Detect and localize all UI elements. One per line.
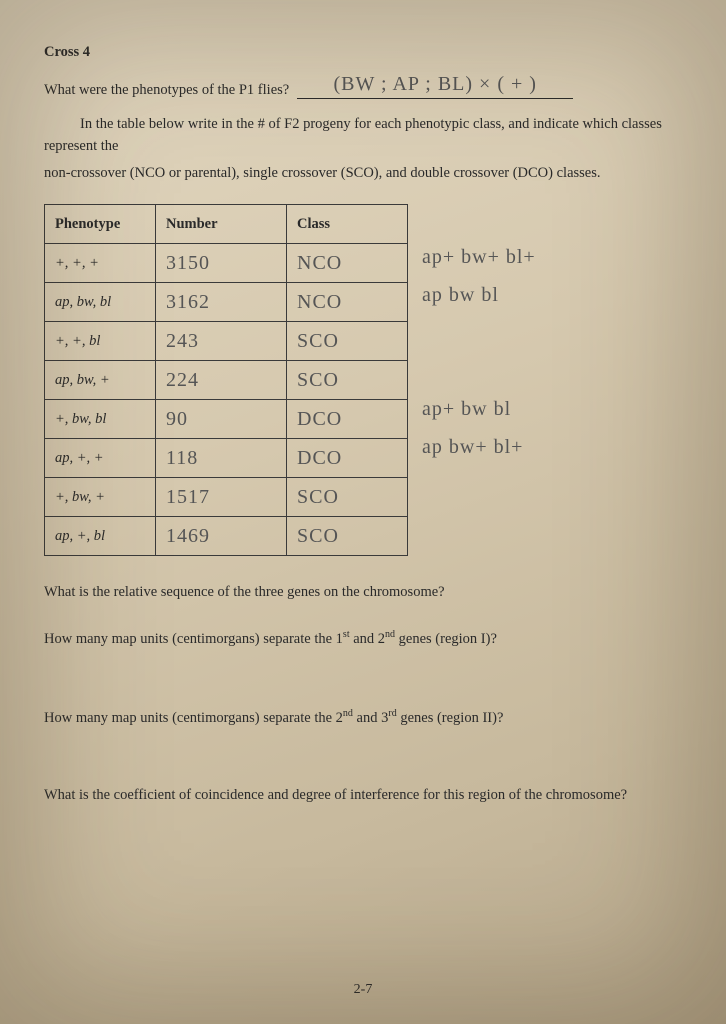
q4-part-c: genes (region II)? (397, 710, 504, 726)
q3-part-b: and 2 (350, 631, 385, 647)
cell-phenotype: ap, +, + (45, 439, 156, 478)
question-4: How many map units (centimorgans) separa… (44, 708, 688, 727)
q3-part-a: How many map units (centimorgans) separa… (44, 631, 343, 647)
table-row: ap, +, + 118 DCO (45, 439, 408, 478)
cell-number[interactable]: 243 (156, 322, 287, 361)
side-note: ap+ bw+ bl+ (422, 238, 536, 276)
cross-label: Cross 4 (44, 44, 688, 61)
q1-text: What were the phenotypes of the P1 flies… (44, 82, 289, 99)
cell-class[interactable]: NCO (287, 244, 408, 283)
cell-phenotype: ap, +, bl (45, 517, 156, 556)
table-row: ap, bw, bl 3162 NCO (45, 283, 408, 322)
cell-phenotype: ap, bw, + (45, 361, 156, 400)
col-phenotype: Phenotype (45, 205, 156, 244)
table-region: Phenotype Number Class +, +, + 3150 NCO … (44, 198, 688, 556)
cell-phenotype: +, bw, + (45, 478, 156, 517)
q4-part-a: How many map units (centimorgans) separa… (44, 710, 343, 726)
side-note (422, 352, 536, 390)
side-note (422, 504, 536, 542)
cell-class[interactable]: SCO (287, 322, 408, 361)
col-number: Number (156, 205, 287, 244)
sup-nd: nd (385, 629, 395, 640)
q4-part-b: and 3 (353, 710, 388, 726)
sup-nd: nd (343, 708, 353, 719)
cell-phenotype: +, +, bl (45, 322, 156, 361)
phenotype-table: Phenotype Number Class +, +, + 3150 NCO … (44, 204, 408, 556)
sup-st: st (343, 629, 350, 640)
q1-answer[interactable]: (BW ; AP ; BL) × ( + ) (297, 73, 573, 99)
cell-class[interactable]: NCO (287, 283, 408, 322)
cell-number[interactable]: 1469 (156, 517, 287, 556)
table-row: ap, bw, + 224 SCO (45, 361, 408, 400)
cell-class[interactable]: SCO (287, 478, 408, 517)
page-number: 2-7 (0, 982, 726, 998)
cell-phenotype: +, bw, bl (45, 400, 156, 439)
col-class: Class (287, 205, 408, 244)
cell-class[interactable]: DCO (287, 400, 408, 439)
cell-class[interactable]: SCO (287, 361, 408, 400)
table-row: +, +, bl 243 SCO (45, 322, 408, 361)
question-3: How many map units (centimorgans) separa… (44, 629, 688, 648)
cell-class[interactable]: SCO (287, 517, 408, 556)
question-5: What is the coefficient of coincidence a… (44, 787, 688, 804)
cell-number[interactable]: 90 (156, 400, 287, 439)
cell-number[interactable]: 1517 (156, 478, 287, 517)
side-note (422, 314, 536, 352)
instruction-line-2: non-crossover (NCO or parental), single … (44, 162, 688, 184)
cell-class[interactable]: DCO (287, 439, 408, 478)
cell-phenotype: ap, bw, bl (45, 283, 156, 322)
table-row: +, +, + 3150 NCO (45, 244, 408, 283)
side-note: ap+ bw bl (422, 390, 536, 428)
cell-number[interactable]: 3150 (156, 244, 287, 283)
q3-part-c: genes (region I)? (395, 631, 497, 647)
cell-number[interactable]: 224 (156, 361, 287, 400)
q1-row: What were the phenotypes of the P1 flies… (44, 73, 688, 99)
table-row: +, bw, + 1517 SCO (45, 478, 408, 517)
cell-phenotype: +, +, + (45, 244, 156, 283)
question-2: What is the relative sequence of the thr… (44, 584, 688, 601)
table-header-row: Phenotype Number Class (45, 205, 408, 244)
side-note: ap bw bl (422, 276, 536, 314)
cell-number[interactable]: 3162 (156, 283, 287, 322)
side-note: ap bw+ bl+ (422, 428, 536, 466)
sup-rd: rd (388, 708, 396, 719)
side-notes: ap+ bw+ bl+ ap bw bl ap+ bw bl ap bw+ bl… (422, 198, 536, 542)
side-note (422, 466, 536, 504)
cell-number[interactable]: 118 (156, 439, 287, 478)
table-row: +, bw, bl 90 DCO (45, 400, 408, 439)
instruction-line-1: In the table below write in the # of F2 … (44, 113, 688, 158)
table-row: ap, +, bl 1469 SCO (45, 517, 408, 556)
